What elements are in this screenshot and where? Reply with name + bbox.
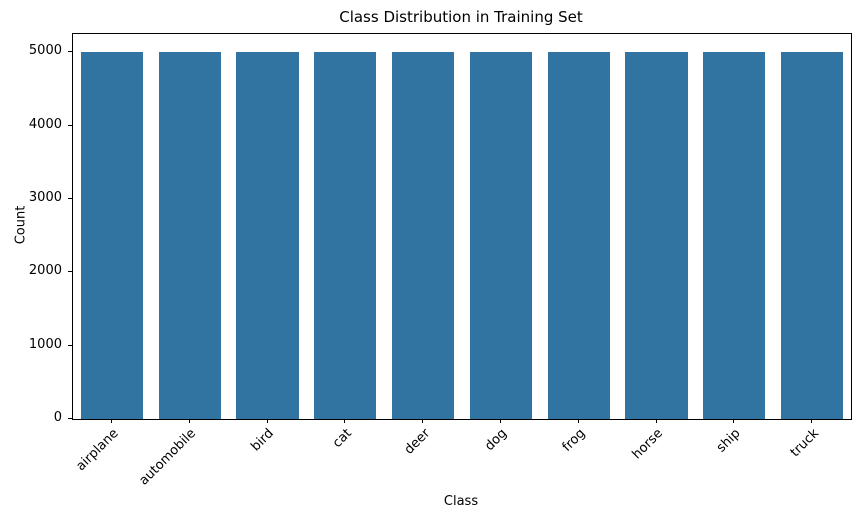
x-tick-label-frog: frog	[559, 426, 589, 455]
bar-horse	[625, 52, 688, 419]
x-tick-mark	[188, 419, 190, 423]
y-tick-mark	[68, 271, 72, 273]
y-tick-label: 1000	[28, 336, 62, 352]
x-tick-label-cat: cat	[330, 426, 355, 451]
y-tick-mark	[68, 418, 72, 419]
y-tick-mark	[68, 344, 72, 346]
x-tick-label-airplane: airplane	[73, 426, 122, 475]
x-tick-mark	[577, 419, 579, 423]
chart-title: Class Distribution in Training Set	[339, 8, 583, 26]
bar-bird	[236, 52, 299, 419]
y-tick-label: 2000	[28, 263, 62, 279]
x-tick-mark	[110, 419, 112, 423]
x-tick-label-horse: horse	[629, 426, 667, 463]
x-tick-mark	[266, 419, 268, 423]
plot-area	[72, 33, 852, 420]
x-tick-label-bird: bird	[248, 426, 278, 455]
x-tick-mark	[499, 419, 501, 423]
y-axis-label: Count	[13, 205, 29, 245]
x-tick-mark	[733, 419, 735, 423]
x-tick-label-ship: ship	[714, 426, 744, 456]
y-tick-mark	[68, 198, 72, 199]
x-tick-label-deer: deer	[401, 426, 433, 458]
y-tick-label: 4000	[28, 116, 62, 132]
bar-airplane	[80, 52, 143, 419]
bar-automobile	[158, 52, 221, 419]
x-tick-label-truck: truck	[787, 426, 822, 461]
x-tick-mark	[422, 419, 424, 423]
y-tick-mark	[68, 124, 72, 126]
bar-dog	[469, 52, 532, 419]
x-tick-label-automobile: automobile	[136, 426, 200, 489]
x-tick-label-dog: dog	[482, 426, 511, 454]
x-tick-mark	[655, 419, 657, 423]
bar-truck	[780, 52, 844, 419]
x-tick-mark	[811, 419, 813, 423]
x-tick-mark	[344, 419, 346, 423]
bar-ship	[703, 52, 766, 419]
y-tick-label: 5000	[28, 43, 62, 59]
y-tick-label: 3000	[28, 190, 62, 205]
bar-frog	[547, 52, 610, 419]
y-tick-label: 0	[53, 410, 62, 425]
bar-cat	[314, 52, 377, 419]
bar-deer	[391, 52, 455, 419]
y-tick-mark	[68, 51, 72, 53]
x-axis-label: Class	[443, 494, 479, 509]
